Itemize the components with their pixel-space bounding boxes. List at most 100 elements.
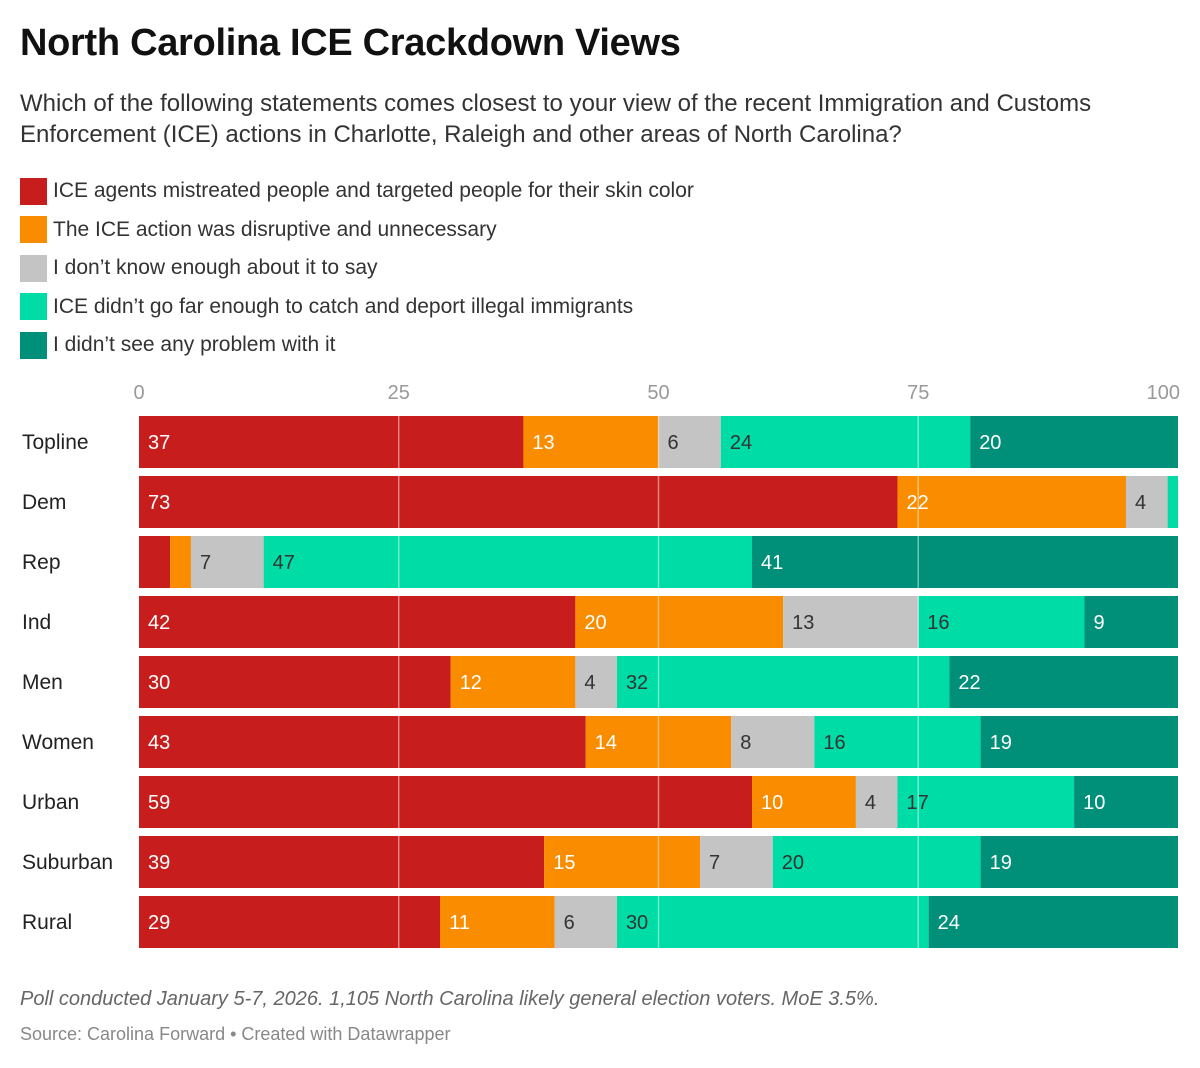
- data-label: 24: [938, 912, 960, 934]
- data-label: 20: [979, 432, 1001, 454]
- data-label: 12: [460, 672, 482, 694]
- data-label: 29: [148, 912, 170, 934]
- bar-segment: [897, 776, 1075, 828]
- bar-segment: [752, 776, 856, 828]
- legend-swatch: [20, 331, 47, 359]
- data-label: 4: [1135, 492, 1146, 514]
- data-label: 13: [792, 612, 814, 634]
- data-label: 4: [584, 672, 595, 694]
- category-label: Ind: [22, 611, 51, 634]
- data-label: 19: [990, 852, 1012, 874]
- stacked-bar-chart: 0255075100Topline371362420Dem73224Rep747…: [22, 382, 1180, 948]
- data-label: 4: [865, 792, 876, 814]
- data-label: 11: [449, 912, 470, 934]
- data-label: 16: [823, 732, 845, 754]
- data-label: 19: [990, 732, 1012, 754]
- legend-label: ICE didn’t go far enough to catch and de…: [53, 294, 634, 318]
- bar-segment: [263, 536, 753, 588]
- data-label: 32: [626, 672, 648, 694]
- bar-segment: [616, 896, 929, 948]
- data-label: 7: [709, 852, 720, 874]
- bar-segment: [575, 596, 784, 648]
- legend-label: I didn’t see any problem with it: [53, 333, 336, 357]
- bar-segment: [720, 416, 971, 468]
- bar-segment: [928, 896, 1178, 948]
- bar-segment: [814, 716, 981, 768]
- category-label: Men: [22, 671, 63, 694]
- bar-segment: [139, 836, 545, 888]
- legend-label: The ICE action was disruptive and unnece…: [53, 217, 497, 241]
- data-label: 20: [782, 852, 804, 874]
- bar-segment: [980, 716, 1178, 768]
- chart-source: Source: Carolina Forward • Created with …: [20, 1024, 451, 1044]
- data-label: 20: [584, 612, 606, 634]
- bar-segment: [980, 836, 1178, 888]
- data-label: 15: [553, 852, 575, 874]
- legend-label: ICE agents mistreated people and targete…: [53, 179, 694, 203]
- bar-segment: [139, 416, 524, 468]
- bar-segment: [554, 896, 617, 948]
- legend-swatch: [20, 293, 47, 321]
- data-label: 39: [148, 852, 170, 874]
- data-label: 24: [730, 432, 752, 454]
- legend-swatch: [20, 254, 47, 282]
- data-label: 7: [200, 552, 211, 574]
- bar-segment: [1167, 476, 1178, 528]
- bar-segment: [658, 416, 721, 468]
- chart-notes: Poll conducted January 5-7, 2026. 1,105 …: [20, 988, 880, 1010]
- data-label: 47: [273, 552, 295, 574]
- category-label: Dem: [22, 491, 66, 514]
- data-label: 30: [626, 912, 648, 934]
- bar-segment: [783, 596, 919, 648]
- data-label: 9: [1093, 612, 1104, 634]
- data-label: 6: [564, 912, 575, 934]
- legend-item-mistreated: ICE agents mistreated people and targete…: [20, 172, 694, 211]
- data-label: 17: [906, 792, 928, 814]
- bar-segment: [139, 896, 441, 948]
- bar-segment: [1074, 776, 1178, 828]
- legend-swatch: [20, 177, 47, 205]
- data-label: 6: [668, 432, 679, 454]
- chart-title: North Carolina ICE Crackdown Views: [20, 22, 681, 64]
- bar-segment: [523, 416, 659, 468]
- x-tick-label: 25: [388, 382, 410, 404]
- x-tick-label: 75: [907, 382, 929, 404]
- category-label: Rural: [22, 911, 72, 934]
- data-label: 16: [927, 612, 949, 634]
- legend-item-no-problem: I didn’t see any problem with it: [20, 326, 694, 365]
- bar-segment: [170, 536, 191, 588]
- bar-segment: [585, 716, 732, 768]
- data-label: 14: [595, 732, 617, 754]
- data-label: 59: [148, 792, 170, 814]
- data-label: 8: [740, 732, 751, 754]
- data-label: 37: [148, 432, 170, 454]
- data-label: 41: [761, 552, 783, 574]
- category-label: Rep: [22, 551, 61, 574]
- bar-segment: [139, 656, 451, 708]
- bar-segment: [139, 536, 171, 588]
- category-label: Topline: [22, 431, 89, 454]
- legend-label: I don’t know enough about it to say: [53, 256, 378, 280]
- data-label: 22: [906, 492, 928, 514]
- data-label: 13: [532, 432, 554, 454]
- data-label: 22: [958, 672, 980, 694]
- legend-item-dont-know: I don’t know enough about it to say: [20, 249, 694, 288]
- bar-segment: [139, 716, 586, 768]
- category-label: Urban: [22, 791, 79, 814]
- bar-segment: [731, 716, 815, 768]
- bar-segment: [752, 536, 1178, 588]
- legend-swatch: [20, 216, 47, 244]
- data-label: 30: [148, 672, 170, 694]
- bar-segment: [918, 596, 1085, 648]
- bar-segment: [970, 416, 1178, 468]
- bar-segment: [1126, 476, 1168, 528]
- legend: ICE agents mistreated people and targete…: [20, 172, 694, 365]
- chart-subtitle: Which of the following statements comes …: [20, 90, 1092, 148]
- bar-segment: [139, 596, 576, 648]
- legend-item-not-far-enough: ICE didn’t go far enough to catch and de…: [20, 288, 694, 327]
- x-tick-label: 50: [647, 382, 669, 404]
- bar-segment: [544, 836, 701, 888]
- data-label: 10: [761, 792, 783, 814]
- bar-segment: [772, 836, 981, 888]
- data-label: 42: [148, 612, 170, 634]
